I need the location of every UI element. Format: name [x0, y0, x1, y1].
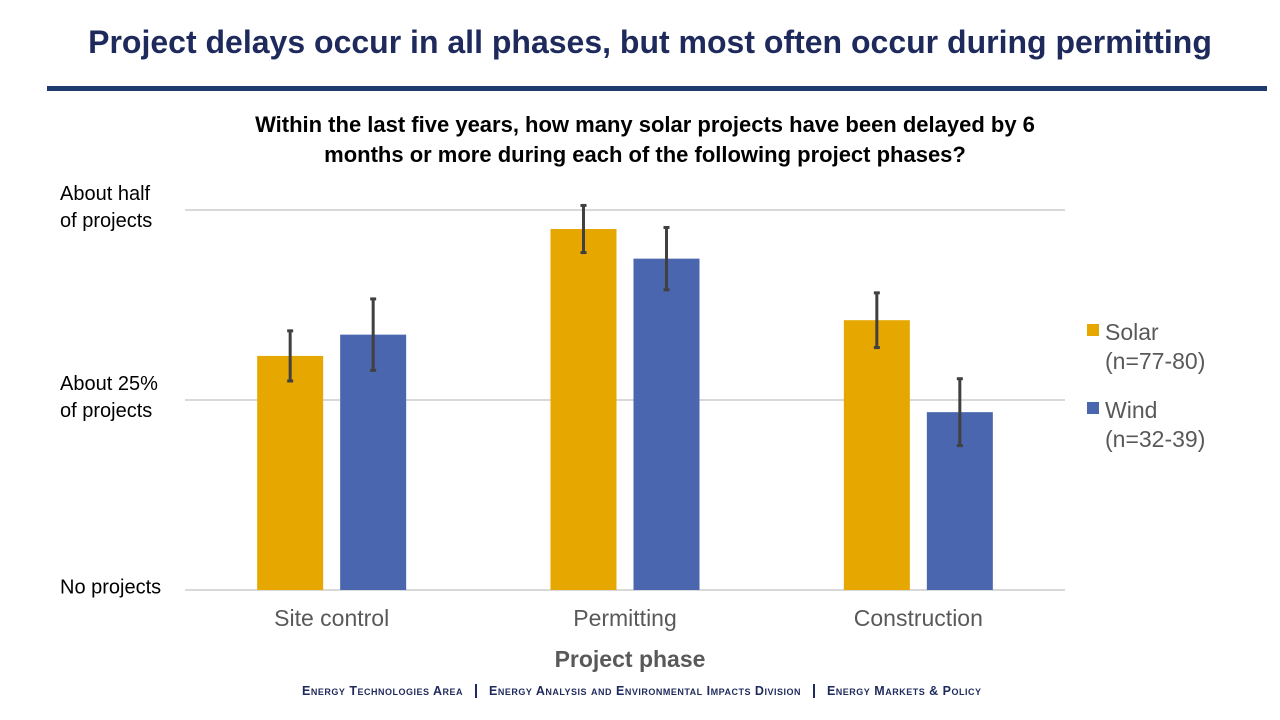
footer-item: Energy Markets & Policy [812, 684, 994, 698]
bar [633, 258, 700, 590]
bar [340, 334, 407, 590]
error-bar [663, 225, 670, 292]
bar [843, 320, 910, 590]
legend-swatch [1087, 402, 1099, 414]
error-bar [956, 377, 963, 448]
bar [257, 355, 324, 590]
error-bar [580, 203, 587, 255]
x-axis-label: Project phase [554, 646, 706, 672]
x-tick-label: Site control [274, 605, 390, 631]
footer-item: Energy Technologies Area [302, 684, 463, 698]
footer: Energy Technologies Area Energy Analysis … [290, 684, 994, 698]
y-tick-label: No projects [60, 576, 162, 599]
error-bar [873, 291, 880, 350]
legend-swatch [1087, 324, 1099, 336]
legend-label: Solar (n=77-80) [1105, 319, 1206, 374]
y-tick-label: About half of projects [60, 183, 153, 232]
x-tick-label: Permitting [573, 605, 677, 631]
y-tick-label: About 25% of projects [60, 373, 158, 422]
x-tick-label: Construction [853, 605, 983, 631]
legend-label: Wind (n=32-39) [1105, 397, 1206, 452]
footer-item: Energy Analysis and Environmental Impact… [475, 684, 813, 698]
error-bar [287, 329, 294, 383]
slide-title: Project delays occur in all phases, but … [88, 24, 1212, 60]
bar [550, 229, 617, 590]
error-bar [370, 297, 377, 372]
title-rule [47, 86, 1267, 91]
chart-title: Within the last five years, how many sol… [255, 112, 1035, 167]
